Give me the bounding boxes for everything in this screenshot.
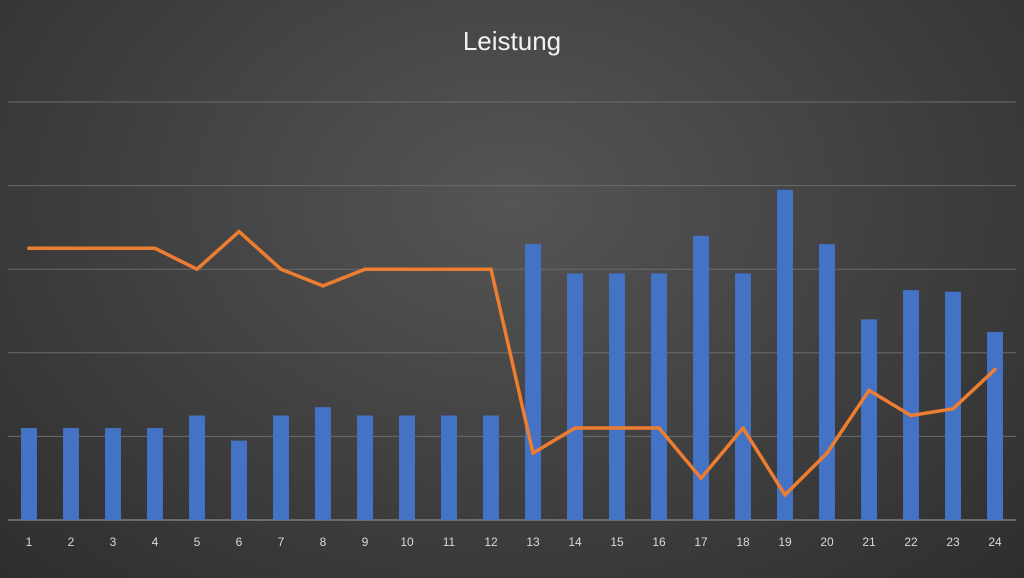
- line-point: [153, 246, 157, 251]
- x-tick-label: 8: [320, 535, 327, 549]
- line-point: [489, 267, 493, 272]
- x-tick-label: 13: [526, 535, 540, 549]
- line-point: [741, 426, 745, 430]
- bar: [861, 319, 877, 520]
- x-tick-label: 2: [68, 535, 75, 549]
- x-tick-label: 21: [862, 535, 876, 549]
- line-point: [867, 388, 871, 393]
- x-tick-label: 11: [443, 535, 456, 549]
- x-tick-label: 1: [26, 535, 33, 549]
- line-point: [531, 451, 535, 455]
- x-tick-label: 23: [946, 535, 960, 549]
- x-tick-label: 4: [152, 535, 159, 549]
- line-point: [69, 246, 73, 251]
- x-tick-label: 9: [362, 535, 369, 549]
- line-point: [783, 493, 787, 497]
- line-point: [909, 413, 913, 418]
- bar-layer: [21, 189, 1003, 520]
- line-layer: [27, 229, 997, 497]
- x-tick-label: 3: [110, 535, 117, 549]
- bar: [273, 415, 289, 520]
- bar: [567, 273, 583, 520]
- grid-layer: [8, 101, 1016, 521]
- bar: [441, 415, 457, 520]
- bar: [483, 415, 499, 520]
- bar: [231, 440, 247, 520]
- x-tick-label: 19: [778, 535, 792, 549]
- line-point: [27, 246, 31, 251]
- bar: [735, 273, 751, 520]
- line-point: [279, 267, 283, 272]
- line-point: [363, 267, 367, 272]
- x-tick-label: 10: [400, 535, 414, 549]
- x-tick-label: 16: [652, 535, 666, 549]
- bar: [315, 407, 331, 520]
- line-point: [993, 367, 997, 372]
- line-point: [195, 267, 199, 272]
- x-tick-label: 20: [820, 535, 834, 549]
- bar: [189, 415, 205, 520]
- x-tick-label: 15: [610, 535, 624, 549]
- line-point: [321, 284, 325, 288]
- bar: [987, 331, 1003, 520]
- bar: [357, 415, 373, 520]
- bar: [399, 415, 415, 520]
- bar: [105, 428, 121, 520]
- x-tick-label: 14: [568, 535, 582, 549]
- bar: [903, 290, 919, 520]
- bar: [819, 244, 835, 520]
- x-tick-label: 24: [988, 535, 1002, 549]
- x-tick-label: 22: [904, 535, 918, 549]
- x-tick-label: 7: [278, 535, 285, 549]
- line-point: [405, 267, 409, 272]
- x-tick-label: 18: [736, 535, 750, 549]
- x-tick-label: 6: [236, 535, 243, 549]
- bar: [63, 428, 79, 520]
- chart-title: Leistung: [463, 26, 561, 56]
- line-point: [657, 426, 661, 430]
- bar: [147, 428, 163, 520]
- bar: [693, 235, 709, 520]
- bar: [21, 428, 37, 520]
- bar: [945, 291, 961, 520]
- x-tick-label: 5: [194, 535, 201, 549]
- line-point: [237, 229, 241, 234]
- x-tick-label: 12: [484, 535, 498, 549]
- line-point: [573, 426, 577, 430]
- line-point: [699, 476, 703, 481]
- line-point: [447, 267, 451, 272]
- bar: [777, 189, 793, 520]
- bar: [525, 244, 541, 520]
- line-point: [615, 426, 619, 430]
- x-tick-label: 17: [694, 535, 708, 549]
- series-line: [27, 229, 997, 497]
- line-point: [825, 451, 829, 455]
- tick-layer: 1 2 3 4 5 6 7 8 9 10 11 12 13 14 15 16 17 18 19 20 21 22 23 24: [26, 535, 1002, 549]
- bar: [651, 273, 667, 520]
- line-point: [111, 246, 115, 251]
- line-point: [951, 407, 955, 411]
- bar: [609, 273, 625, 520]
